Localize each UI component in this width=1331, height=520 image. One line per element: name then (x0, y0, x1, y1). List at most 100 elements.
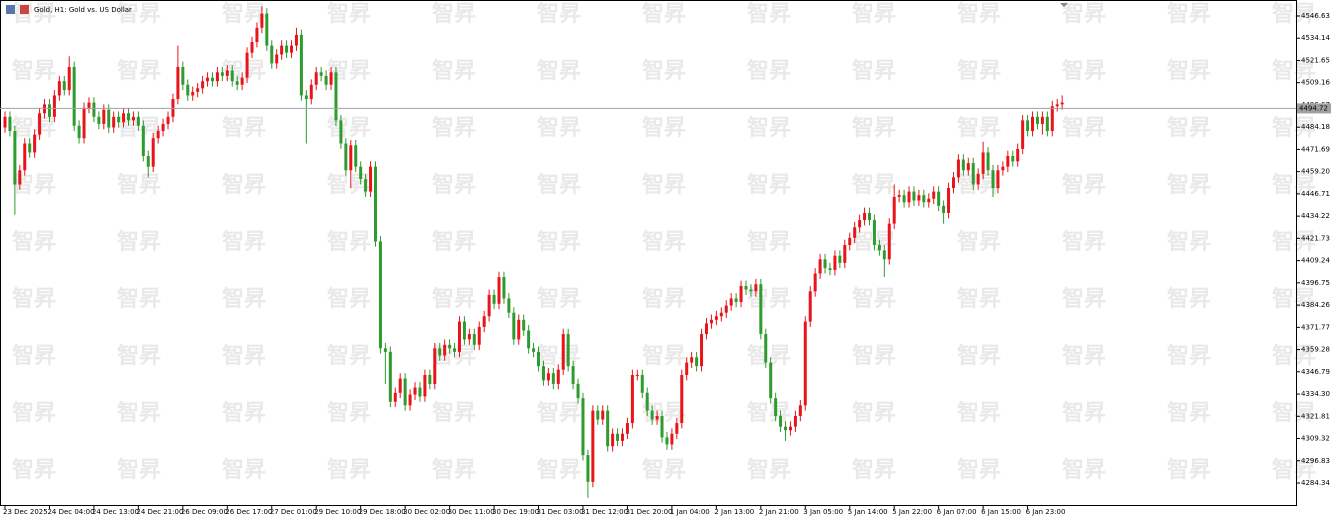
watermark: 智昇 (852, 286, 896, 312)
candle-body (882, 250, 886, 260)
watermark: 智昇 (117, 286, 161, 312)
candle-body (359, 166, 363, 180)
watermark: 智昇 (117, 457, 161, 483)
y-tick-label: 4471.69 (1301, 145, 1330, 153)
candle-body (8, 116, 12, 132)
candle-body (774, 398, 778, 416)
candle-body (136, 116, 140, 126)
candle-body (334, 72, 338, 121)
watermark: 智昇 (222, 286, 266, 312)
watermark: 智昇 (12, 343, 56, 369)
candle-body (581, 398, 585, 456)
x-tick-label: 24 Dec 13:00 (92, 508, 139, 516)
candle-body (1026, 120, 1030, 132)
y-tick-label: 4396.75 (1301, 279, 1330, 287)
watermark: 智昇 (432, 58, 476, 84)
watermark: 智昇 (747, 457, 791, 483)
candle-body (349, 145, 353, 171)
candle-body (917, 195, 921, 201)
y-tick-label: 4534.14 (1301, 34, 1330, 42)
watermark: 智昇 (1272, 400, 1316, 426)
candle-body (932, 191, 936, 199)
candle-body (67, 66, 71, 91)
candle-body (462, 321, 466, 340)
candle-body (294, 34, 298, 46)
watermark: 智昇 (117, 172, 161, 198)
candle-body (92, 102, 96, 117)
candle-body (97, 116, 101, 124)
watermark: 智昇 (1167, 286, 1211, 312)
candle-body (299, 34, 303, 96)
candle-body (601, 410, 605, 420)
candle-body (383, 348, 387, 352)
watermark: 智昇 (327, 172, 371, 198)
candle-body (398, 378, 402, 393)
candle-body (803, 321, 807, 406)
candle-body (102, 109, 106, 124)
watermark: 智昇 (1272, 1, 1316, 27)
candle-body (734, 298, 738, 303)
candle-body (956, 159, 960, 178)
candle-body (645, 392, 649, 411)
watermark: 智昇 (537, 58, 581, 84)
watermark: 智昇 (747, 286, 791, 312)
watermark: 智昇 (1167, 229, 1211, 255)
x-tick-label: 30 Dec 11:00 (448, 508, 495, 516)
x-tick-label: 5 Jan 22:00 (892, 508, 932, 516)
x-tick-label: 3 Jan 05:00 (803, 508, 843, 516)
candle-body (482, 316, 486, 327)
watermark: 智昇 (747, 172, 791, 198)
candle-body (808, 291, 812, 322)
watermark: 智昇 (327, 58, 371, 84)
watermark: 智昇 (957, 115, 1001, 141)
watermark: 智昇 (327, 229, 371, 255)
watermark: 智昇 (747, 229, 791, 255)
candle-body (828, 268, 832, 270)
watermark: 智昇 (432, 400, 476, 426)
candle-body (665, 437, 669, 445)
y-tick-label: 4509.16 (1301, 79, 1330, 87)
candle-body (265, 13, 269, 46)
candle-body (522, 319, 526, 331)
candle-body (586, 455, 590, 482)
candle-body (117, 116, 121, 123)
watermark: 智昇 (642, 457, 686, 483)
watermark: 智昇 (1167, 400, 1211, 426)
watermark: 智昇 (642, 1, 686, 27)
candle-body (448, 344, 452, 349)
candle-body (788, 426, 792, 431)
chart-icon (6, 5, 15, 14)
watermark: 智昇 (852, 172, 896, 198)
watermark: 智昇 (957, 457, 1001, 483)
y-tick-label: 4484.18 (1301, 123, 1330, 131)
x-tick-label: 6 Jan 23:00 (1026, 508, 1066, 516)
candle-body (680, 375, 684, 424)
candle-body (991, 170, 995, 189)
candle-body (112, 116, 116, 128)
watermark: 智昇 (327, 343, 371, 369)
candle-body (364, 179, 368, 192)
candle-body (858, 220, 862, 228)
candle-body (527, 330, 531, 349)
watermark: 智昇 (537, 286, 581, 312)
watermark: 智昇 (642, 58, 686, 84)
candle-body (927, 198, 931, 203)
candle-body (225, 70, 229, 76)
candle-body (942, 205, 946, 213)
candle-body (541, 366, 545, 381)
watermark: 智昇 (222, 172, 266, 198)
candle-body (1011, 155, 1015, 162)
candle-body (230, 70, 234, 82)
candle-body (502, 277, 506, 299)
watermark: 智昇 (1062, 229, 1106, 255)
candle-body (82, 107, 86, 139)
candle-body (314, 72, 318, 85)
watermark: 智昇 (1062, 1, 1106, 27)
watermark: 智昇 (117, 229, 161, 255)
candle-body (240, 77, 244, 85)
candle-body (285, 45, 289, 53)
candle-body (961, 159, 965, 171)
chart-title: Gold, H1: Gold vs. US Dollar (34, 6, 132, 14)
x-tick-label: 6 Jan 07:00 (937, 508, 977, 516)
y-tick-label: 4446.71 (1301, 190, 1330, 198)
